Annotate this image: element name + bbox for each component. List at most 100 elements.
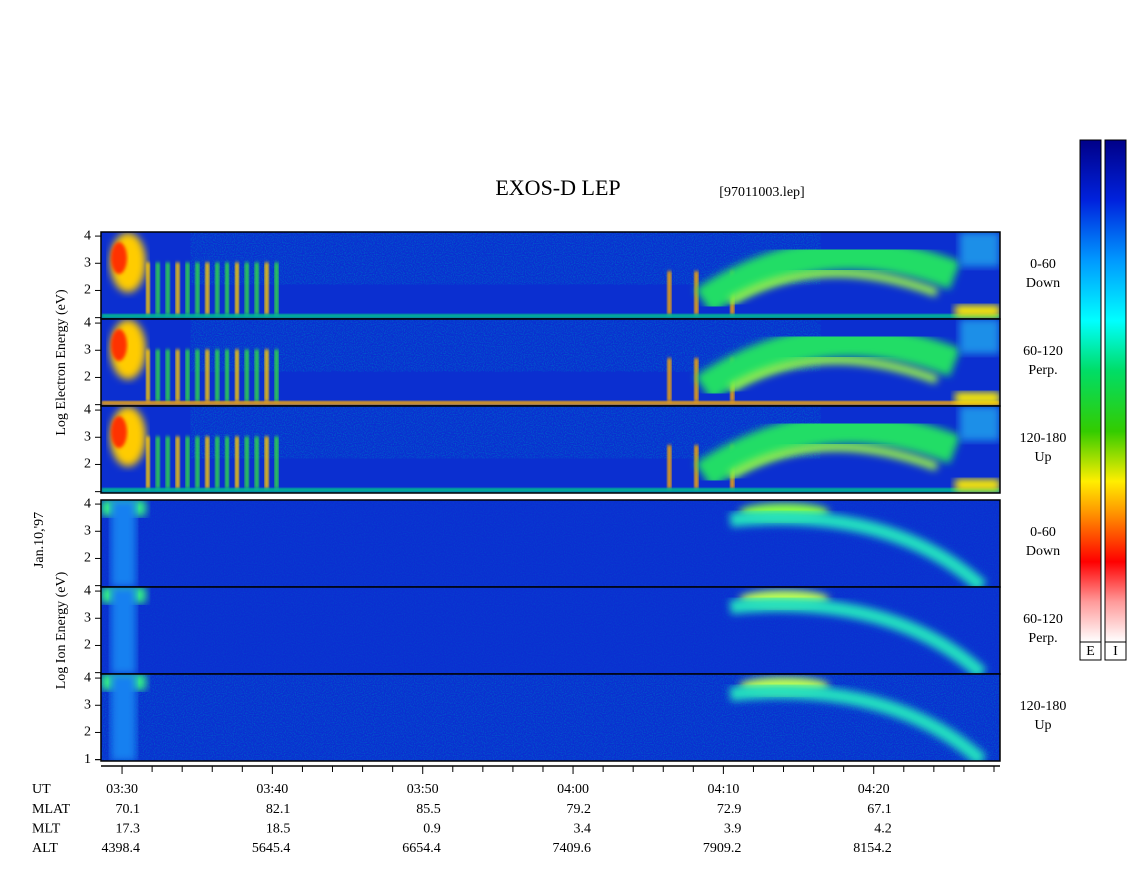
spike [185,436,190,489]
file-name: [97011003.lep] [719,185,804,200]
angle-label: 60-120 [1023,344,1063,359]
arc [729,684,987,761]
base-right [955,479,1000,491]
spike [274,436,279,489]
y-tick-label: 1 [84,752,91,767]
spike [254,436,259,489]
spike [175,436,180,489]
arc [729,597,987,674]
ephemeris-value: 0.9 [423,822,441,837]
spike [254,349,259,402]
y-tick-label: 2 [84,638,91,653]
base [101,401,1000,405]
spike [175,262,180,315]
y-tick-label: 4 [84,315,91,330]
spectrogram [101,406,1000,493]
arc [694,239,961,315]
spike [195,262,200,315]
spike [234,262,239,315]
y-tick-label: 4 [84,402,91,417]
spike [244,436,249,489]
spike [145,349,150,402]
spike [205,262,210,315]
y-tick-label: 3 [84,610,91,625]
colorbar-label-box [1104,641,1127,661]
chart-title: EXOS-D LEP [495,175,620,200]
base-right [955,305,1000,317]
ephemeris-value: 6654.4 [402,841,441,856]
y-tick-label: 4 [84,228,91,243]
ephemeris-value: 4398.4 [102,841,141,856]
ephemeris-value: 82.1 [266,802,291,817]
ephemeris-value: 3.9 [724,822,742,837]
x-tick-label: 03:40 [256,782,288,797]
spike [264,262,269,315]
y-axis-label: Log Electron Energy (eV) [54,289,69,436]
spike [244,349,249,402]
left-col [111,500,136,587]
angle-label: 60-120 [1023,612,1063,627]
spike [234,436,239,489]
ephemeris-name: ALT [32,841,58,856]
spike [165,349,170,402]
plume [110,329,127,362]
spike [165,262,170,315]
spike [145,436,150,489]
spike [155,262,160,315]
spike [215,349,220,402]
cyan-top [959,406,1000,441]
colorbar-label: I [1113,644,1118,659]
x-tick-label: 04:10 [707,782,739,797]
spike [155,349,160,402]
spectrogram [101,232,1000,319]
x-tick-label: 03:30 [106,782,138,797]
ephemeris-value: 67.1 [867,802,892,817]
plume [110,242,127,275]
ephemeris-value: 79.2 [567,802,592,817]
spike [225,349,230,402]
y-tick-label: 2 [84,551,91,566]
colorbar [1104,139,1127,643]
spike [667,271,672,315]
arc [729,510,987,587]
ephemeris-value: 85.5 [416,802,441,817]
spike [694,271,699,315]
spike [234,349,239,402]
spike [694,445,699,489]
ephemeris-value: 3.4 [574,822,592,837]
ephemeris-value: 4.2 [874,822,892,837]
arc [694,326,961,402]
spike [274,349,279,402]
spike [254,262,259,315]
y-tick-label: 2 [84,370,91,385]
spectrogram [101,674,1000,761]
colorbar-label-box [1079,641,1102,661]
spike [195,349,200,402]
cyan-top [959,319,1000,354]
y-tick-label: 3 [84,523,91,538]
spike [185,262,190,315]
noise [190,406,821,459]
colorbar-label: E [1086,644,1095,659]
spike [225,436,230,489]
direction-label: Down [1026,544,1060,559]
arc [694,413,961,489]
y-tick-label: 3 [84,697,91,712]
y-tick-label: 2 [84,457,91,472]
angle-label: 0-60 [1030,525,1056,540]
noise [101,500,1000,587]
panel-frame [100,405,1001,494]
spike [244,262,249,315]
x-tick-label: 04:20 [858,782,890,797]
spike [215,436,220,489]
y-tick-label: 4 [84,583,91,598]
plume [110,416,127,449]
base-right [955,392,1000,404]
y-tick-label: 4 [84,496,91,511]
angle-label: 0-60 [1030,257,1056,272]
spike [667,445,672,489]
ephemeris-value: 8154.2 [853,841,892,856]
spike [145,262,150,315]
ephemeris-name: MLT [32,822,61,837]
x-tick-label: 04:00 [557,782,589,797]
